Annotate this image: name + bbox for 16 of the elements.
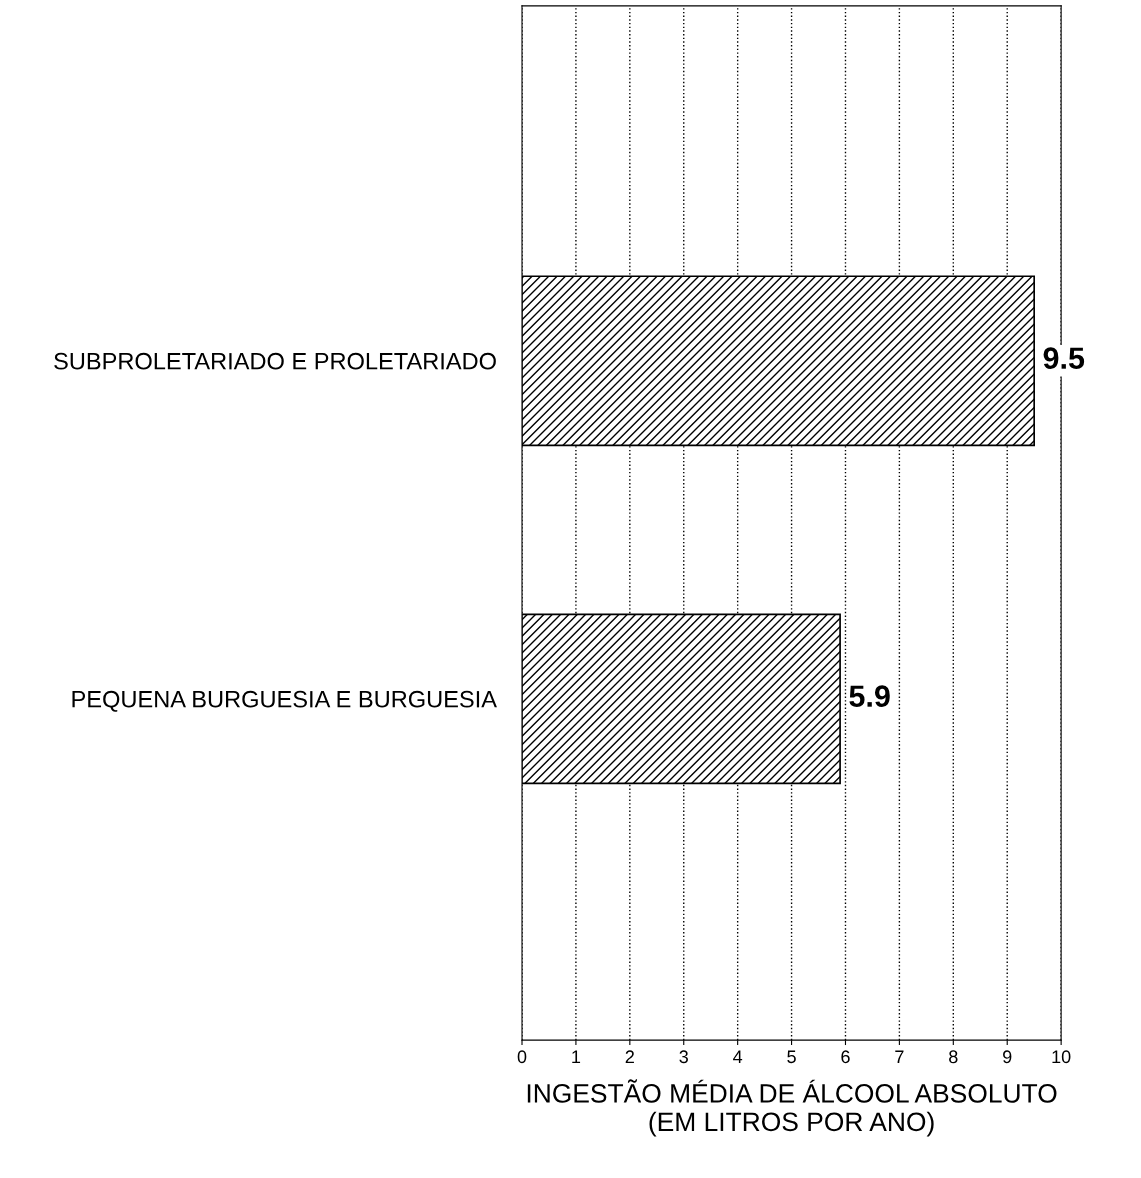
y-tick-label: PEQUENA BURGUESIA E BURGUESIA	[72, 690, 497, 712]
x-tick-label: 1	[572, 1050, 581, 1063]
x-tick-label: 4	[733, 1050, 743, 1063]
data-label: 9.5	[1043, 347, 1085, 369]
x-tick-label: 2	[625, 1050, 634, 1063]
x-tick-label: 8	[949, 1050, 958, 1064]
x-tick-label: 0	[517, 1050, 527, 1064]
x-tick-label: 10	[1052, 1050, 1071, 1064]
x-tick-label: 6	[841, 1050, 850, 1064]
data-label: 5.9	[849, 685, 890, 707]
x-axis-title: INGESTÃO MÉDIA DE ÁLCOOL ABSOLUTO (EM LITROS POR ANO)	[527, 1079, 1057, 1137]
x-tick-label: 7	[895, 1050, 904, 1063]
x-tick-label: 9	[1003, 1050, 1012, 1064]
y-tick-label: SUBPROLETARIADO E PROLETARIADO	[54, 352, 496, 370]
x-tick-label: 5	[787, 1050, 796, 1064]
x-tick-label: 3	[679, 1050, 688, 1064]
